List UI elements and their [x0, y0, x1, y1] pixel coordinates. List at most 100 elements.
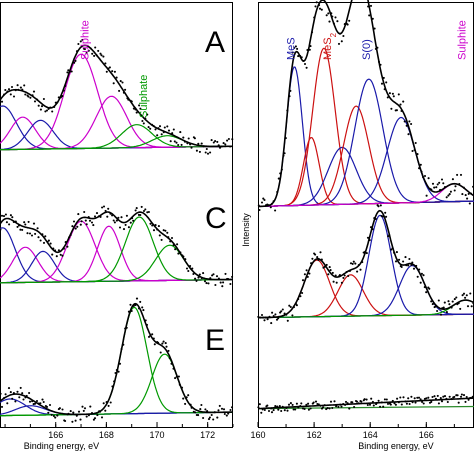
left-data-point: [42, 241, 46, 244]
left-data-point: [169, 240, 172, 243]
left-data-point: [101, 206, 104, 209]
right-data-point: [436, 309, 439, 313]
right-data-point: [272, 314, 275, 318]
left-data-point: [121, 81, 124, 84]
right-data-point: [356, 270, 359, 273]
left-data-point: [97, 49, 100, 52]
left-data-point: [217, 144, 220, 147]
right-data-point: [385, 215, 388, 218]
left-data-point: [132, 304, 135, 308]
left-data-point: [33, 402, 37, 405]
right-data-point: [328, 266, 331, 269]
right-data-point: [299, 404, 302, 408]
right-data-point: [458, 182, 461, 186]
left-envelope: [0, 302, 233, 416]
left-data-point: [46, 240, 49, 243]
right-data-point: [453, 298, 456, 301]
left-data-point: [113, 70, 116, 73]
left-data-point: [42, 400, 45, 404]
right-data-point: [328, 407, 331, 410]
right-xtick-label: 164: [363, 430, 378, 440]
right-data-point: [391, 247, 394, 250]
right-data-point: [297, 55, 300, 58]
left-data-point: [45, 109, 49, 112]
left-data-point: [152, 337, 155, 340]
left-data-point: [124, 223, 127, 226]
right-data-point: [389, 403, 392, 406]
left-data-point: [170, 362, 173, 365]
right-data-point: [263, 319, 266, 322]
left-data-point: [85, 415, 88, 418]
left-data-point: [83, 48, 86, 51]
left-data-point: [222, 281, 225, 284]
left-data-point: [70, 70, 73, 73]
left-data-point: [162, 340, 165, 343]
left-data-point: [31, 400, 34, 403]
left-data-point: [117, 370, 120, 373]
right-data-point: [278, 405, 281, 408]
right-data-point: [445, 311, 448, 314]
left-data-point: [98, 410, 102, 413]
right-data-point: [410, 263, 413, 267]
right-data-point: [293, 46, 296, 49]
right-data-point: [411, 401, 414, 404]
right-data-point: [363, 398, 366, 401]
left-data-point: [152, 229, 156, 232]
right-data-point: [257, 315, 260, 318]
left-data-point: [185, 396, 188, 399]
left-data-point: [169, 140, 172, 143]
left-data-point: [157, 341, 160, 344]
left-data-point: [137, 307, 141, 310]
right-data-point: [405, 402, 408, 405]
right-data-point: [407, 264, 410, 267]
left-data-point: [99, 52, 102, 55]
left-data-point: [131, 217, 134, 220]
left-data-point: [175, 141, 178, 144]
left-data-point: [0, 100, 4, 103]
right-xtick-label: 162: [307, 430, 322, 440]
left-data-point: [52, 247, 55, 250]
left-data-point: [72, 220, 76, 223]
left-data-point: [47, 239, 50, 242]
left-data-point: [82, 409, 85, 412]
left-data-point: [54, 249, 57, 252]
right-data-point: [314, 400, 318, 403]
left-data-point: [167, 349, 170, 352]
right-data-point: [393, 251, 396, 254]
right-peak-3: [258, 146, 474, 207]
left-panel: 166 168 170 172 Binding energy, eV A Sulphite S…: [0, 2, 234, 451]
right-data-point: [430, 188, 433, 191]
right-data-point: [319, 404, 322, 407]
right-data-point: [469, 292, 472, 295]
right-data-point: [292, 306, 295, 309]
left-data-point: [107, 207, 110, 210]
left-data-point: [4, 213, 7, 216]
left-data-point: [218, 404, 221, 407]
left-data-point: [138, 104, 141, 107]
left-data-point: [134, 304, 137, 307]
right-data-point: [468, 202, 471, 205]
left-data-point: [151, 224, 154, 227]
right-data-point: [411, 261, 414, 264]
right-data-point: [402, 260, 405, 263]
right-data-point: [462, 292, 466, 295]
left-data-point: [23, 221, 26, 224]
right-data-point: [368, 239, 371, 242]
left-data-point: [45, 405, 49, 408]
left-data-point: [186, 142, 189, 145]
right-data-point: [348, 269, 351, 273]
right-data-point: [437, 402, 440, 405]
left-data-point: [172, 367, 175, 370]
right-data-point: [459, 395, 463, 398]
right-data-point: [312, 401, 315, 404]
left-data-point: [66, 245, 69, 248]
right-data-point: [289, 89, 292, 92]
right-data-point: [433, 186, 436, 189]
left-data-point: [135, 207, 138, 210]
left-data-point: [218, 146, 222, 149]
right-data-point: [383, 398, 386, 401]
right-data-point: [331, 406, 334, 410]
right-data-point: [360, 400, 363, 403]
left-data-point: [230, 406, 234, 409]
left-data-point: [7, 88, 11, 91]
